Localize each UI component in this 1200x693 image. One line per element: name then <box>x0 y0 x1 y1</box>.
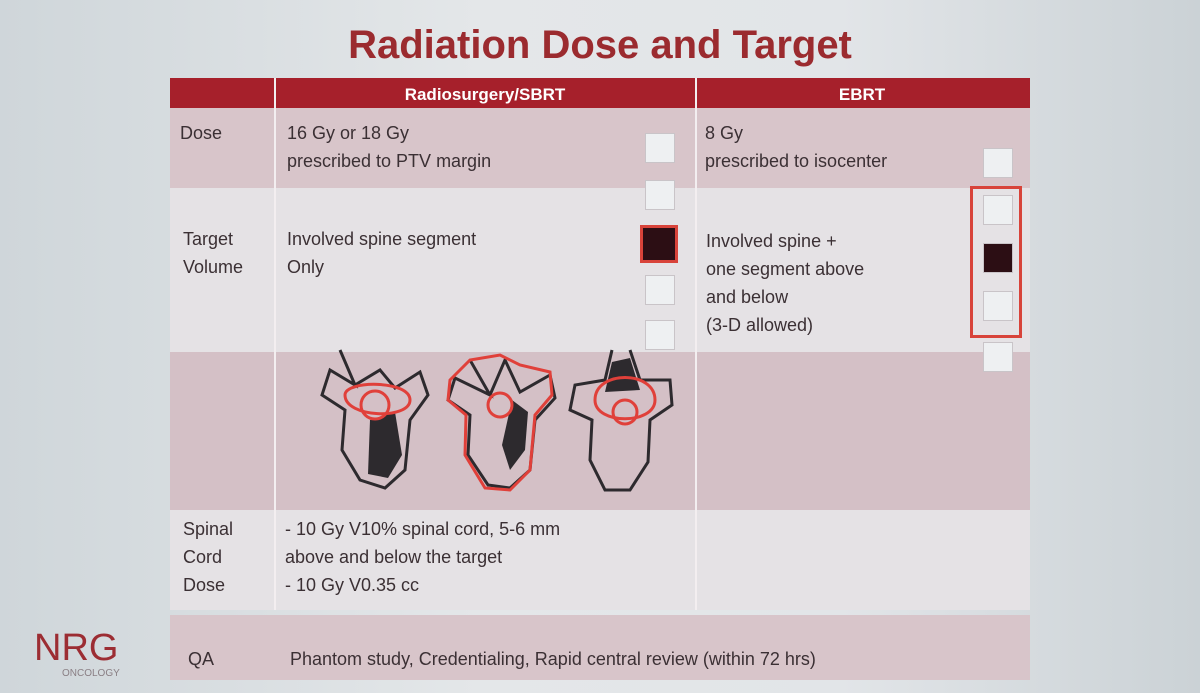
row-label: Cord <box>183 547 223 567</box>
box <box>645 275 675 305</box>
cell-text: 16 Gy or 18 Gy <box>287 123 410 143</box>
box <box>645 320 675 350</box>
cell-text: Only <box>287 257 325 277</box>
column-header: Radiosurgery/SBRT <box>404 85 566 104</box>
cell-text: prescribed to isocenter <box>705 151 888 171</box>
box <box>645 180 675 210</box>
box <box>983 342 1013 372</box>
cell-text: and below <box>706 287 789 307</box>
column-header: EBRT <box>838 85 886 104</box>
logo-subtitle: ONCOLOGY <box>62 668 120 679</box>
row-label: Spinal <box>183 519 234 539</box>
cell-text: Involved spine + <box>706 231 837 251</box>
header-band <box>170 78 1030 108</box>
row-label: Dose <box>183 575 226 595</box>
row-image <box>170 352 1030 510</box>
row-spinal <box>170 510 1030 610</box>
title: Radiation Dose and Target <box>348 23 852 67</box>
cell-text: prescribed to PTV margin <box>287 151 492 171</box>
divider <box>274 78 276 610</box>
row-label: Volume <box>183 257 244 277</box>
box-dark <box>983 243 1013 273</box>
row-dose <box>170 108 1030 188</box>
box <box>983 195 1013 225</box>
cell-text: Involved spine segment <box>287 229 477 249</box>
cell-text: - 10 Gy V10% spinal cord, 5-6 mm <box>285 519 561 539</box>
row-label: Target <box>183 229 234 249</box>
box-group-outline <box>970 186 1022 338</box>
box <box>983 291 1013 321</box>
row-target <box>170 188 1030 352</box>
divider <box>695 78 697 610</box>
box <box>983 148 1013 178</box>
row-label: Dose <box>180 123 223 143</box>
cell-text: one segment above <box>706 259 865 279</box>
cell-text: - 10 Gy V0.35 cc <box>285 575 420 595</box>
cell-text: above and below the target <box>285 547 503 567</box>
box <box>645 133 675 163</box>
cell-text: (3-D allowed) <box>706 315 814 335</box>
logo-name: NRG <box>34 627 119 669</box>
box-highlight <box>640 225 678 263</box>
cell-text: 8 Gy <box>705 123 744 143</box>
cell-text: Phantom study, Credentialing, Rapid cent… <box>290 649 816 669</box>
row-qa <box>170 615 1030 680</box>
row-label: QA <box>188 649 215 669</box>
